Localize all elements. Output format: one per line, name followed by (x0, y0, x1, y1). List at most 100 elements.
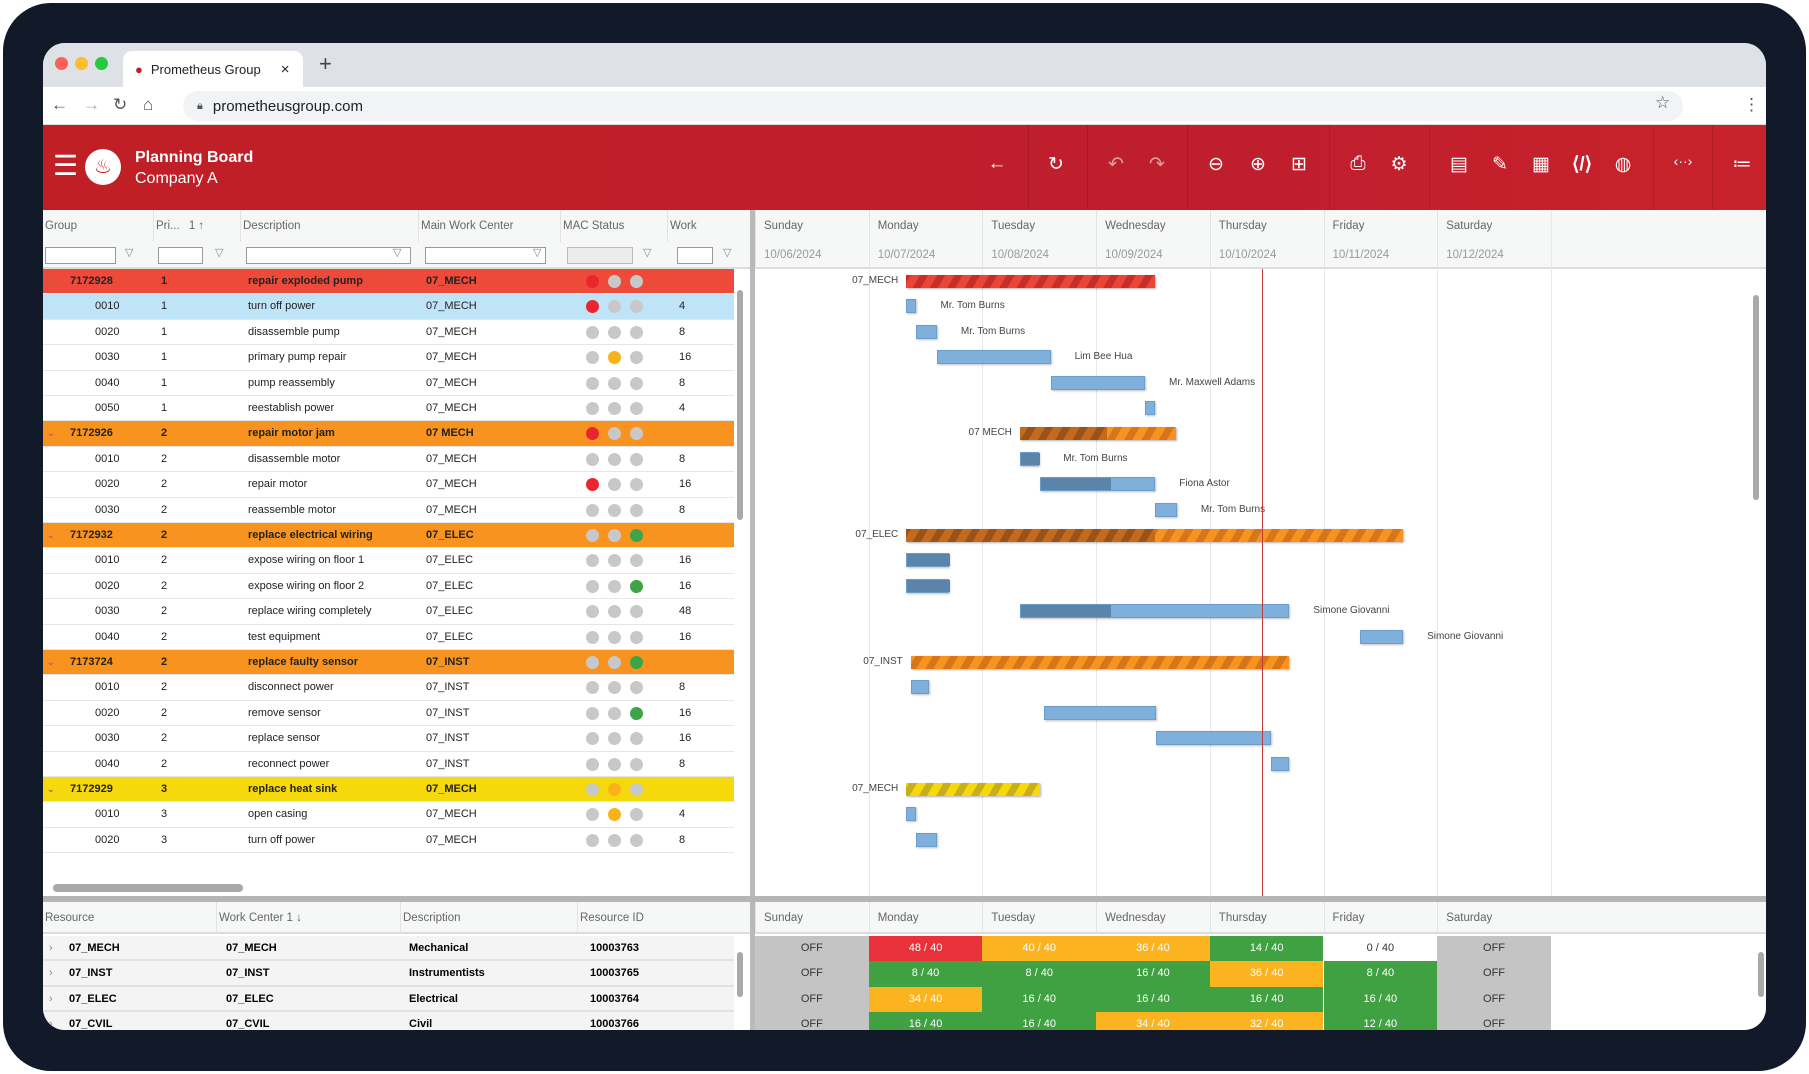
filter-icon[interactable]: ▽ (125, 247, 134, 259)
filter-mac-status-input[interactable] (567, 247, 633, 264)
summary-bar[interactable] (906, 529, 1404, 542)
task-bar[interactable] (910, 680, 929, 695)
expand-chevron-icon[interactable]: ⌄ (47, 276, 55, 286)
table-row[interactable]: 0010 3 open casing 07_MECH 4 (43, 802, 734, 828)
table-row[interactable]: 0040 2 test equipment 07_ELEC 16 (43, 625, 734, 650)
table-row[interactable]: 0030 2 replace wiring completely 07_ELEC 48 (43, 599, 734, 625)
table-row[interactable]: ⌄ 7172926 2 repair motor jam 07 MECH (43, 421, 734, 447)
filter-group-input[interactable] (45, 247, 116, 264)
table-row[interactable]: ⌄ 7173724 2 replace faulty sensor 07_INST (43, 650, 734, 676)
back-arrow-button[interactable]: ← (987, 153, 1007, 174)
summary-bar[interactable] (906, 783, 1041, 796)
task-bar[interactable] (1155, 502, 1177, 517)
task-bar[interactable] (936, 350, 1051, 365)
back-icon[interactable]: ← (51, 95, 68, 114)
expand-chevron-icon[interactable]: › (49, 1018, 53, 1030)
expand-chevron-icon[interactable]: ⌄ (47, 784, 55, 794)
settings-gear-button[interactable]: ⚙ (1390, 154, 1408, 175)
column-header-work-center-1[interactable]: Work Center 1 ↓ (216, 902, 400, 934)
task-bar[interactable] (1144, 401, 1156, 415)
task-bar[interactable] (916, 324, 937, 339)
filter-work-center-input[interactable] (425, 247, 546, 264)
column-header-priority[interactable]: Pri... 1 ↑ (153, 210, 240, 242)
summary-bar[interactable] (910, 656, 1290, 669)
expand-chevron-icon[interactable]: ⌄ (47, 657, 55, 667)
task-bar[interactable] (1040, 477, 1156, 492)
gantt-vertical-scrollbar[interactable] (1753, 295, 1759, 500)
grid-vertical-scrollbar[interactable] (737, 290, 743, 520)
resource-row[interactable]: › 07_MECH 07_MECH Mechanical 10003763 (43, 936, 734, 962)
undo-button[interactable]: ↶ (1108, 154, 1124, 175)
resource-row[interactable]: › 07_INST 07_INST Instrumentists 10003765 (43, 961, 734, 987)
filter-priority-input[interactable] (158, 247, 203, 264)
task-bar[interactable] (1019, 451, 1041, 466)
browser-menu-icon[interactable]: ⋮ (1743, 95, 1760, 114)
column-header-work-center[interactable]: Main Work Center (418, 210, 560, 242)
task-bar[interactable] (906, 807, 917, 822)
task-bar[interactable] (906, 578, 951, 593)
load-scrollbar[interactable] (1758, 952, 1764, 997)
expand-chevron-icon[interactable]: › (49, 967, 53, 980)
table-row[interactable]: 0040 2 reconnect power 07_INST 8 (43, 752, 734, 777)
bookmark-star-icon[interactable]: ☆ (1655, 93, 1671, 112)
column-header-mac-status[interactable]: MAC Status (560, 210, 667, 242)
refresh-button[interactable]: ↻ (1048, 154, 1064, 175)
table-row[interactable]: 0040 1 pump reassembly 07_MECH 8 (43, 371, 734, 396)
table-row[interactable]: 0020 2 remove sensor 07_INST 16 (43, 701, 734, 727)
task-bar[interactable] (1050, 375, 1145, 390)
filter-icon[interactable]: ▽ (393, 247, 402, 259)
task-bar[interactable] (1156, 731, 1272, 746)
print-button[interactable]: ⎙ (1350, 153, 1366, 174)
expand-button[interactable]: ‹··› (1673, 153, 1693, 169)
redo-button[interactable]: ↷ (1149, 154, 1165, 175)
hamburger-menu-icon[interactable]: ☰ (53, 150, 79, 181)
summary-bar[interactable] (1019, 427, 1176, 441)
zoom-out-button[interactable]: ⊖ (1208, 154, 1224, 175)
filter-work-input[interactable] (677, 247, 713, 264)
column-header-resource[interactable]: Resource (45, 912, 95, 924)
task-bar[interactable] (1359, 629, 1404, 644)
expand-chevron-icon[interactable]: ⌄ (47, 428, 55, 439)
home-icon[interactable]: ⌂ (143, 95, 154, 114)
expand-chevron-icon[interactable]: › (49, 942, 53, 954)
table-row[interactable]: 0020 2 expose wiring on floor 2 07_ELEC 16 (43, 574, 734, 600)
code-button[interactable]: ⟨/⟩ (1571, 154, 1593, 175)
pane-splitter[interactable] (750, 210, 755, 1030)
task-bar[interactable] (906, 553, 951, 568)
reload-icon[interactable]: ↻ (113, 95, 128, 114)
table-row[interactable]: 0010 1 turn off power 07_MECH 4 (43, 294, 734, 320)
globe-button[interactable]: ◍ (1614, 154, 1632, 175)
task-bar[interactable] (906, 299, 917, 314)
table-row[interactable]: 0030 2 reassemble motor 07_MECH 8 (43, 498, 734, 523)
menu-list-button[interactable]: ≔ (1732, 154, 1752, 175)
filter-icon[interactable]: ▽ (723, 247, 732, 259)
minimize-window-button[interactable] (75, 57, 88, 70)
summary-bar[interactable] (906, 275, 1156, 288)
filter-icon[interactable]: ▽ (215, 247, 224, 259)
table-row[interactable]: ⌄ 7172932 2 replace electrical wiring 07_ELE… (43, 523, 734, 549)
resource-row[interactable]: › 07_CVIL 07_CVIL Civil 10003766 (43, 1012, 734, 1030)
column-header-description[interactable]: Description (240, 210, 418, 242)
horizontal-splitter[interactable] (43, 896, 1766, 902)
column-header-res-description[interactable]: Description (400, 902, 577, 934)
table-row[interactable]: 0050 1 reestablish power 07_MECH 4 (43, 396, 734, 422)
resource-row[interactable]: › 07_ELEC 07_ELEC Electrical 10003764 (43, 986, 734, 1013)
task-bar[interactable] (1019, 604, 1290, 619)
expand-chevron-icon[interactable]: › (49, 992, 53, 1005)
table-row[interactable]: 0020 2 repair motor 07_MECH 16 (43, 472, 734, 498)
close-tab-icon[interactable]: × (280, 60, 290, 78)
table-row[interactable]: 0010 2 expose wiring on floor 1 07_ELEC 16 (43, 548, 734, 574)
task-bar[interactable] (1271, 756, 1290, 771)
grid-horizontal-scrollbar[interactable] (53, 884, 243, 892)
resource-scrollbar[interactable] (737, 952, 743, 997)
table-row[interactable]: ⌄ 7172929 3 replace heat sink 07_MECH (43, 777, 734, 803)
column-header-resource-id[interactable]: Resource ID (577, 902, 750, 934)
table-row[interactable]: 0020 1 disassemble pump 07_MECH 8 (43, 320, 734, 346)
url-field[interactable]: 🔒︎ prometheusgroup.com (183, 91, 1683, 121)
add-page-button[interactable]: ⊞ (1291, 154, 1307, 175)
edit-pencil-button[interactable]: ✎ (1492, 154, 1508, 175)
table-row[interactable]: 0010 2 disconnect power 07_INST 8 (43, 675, 734, 701)
task-bar[interactable] (916, 832, 937, 847)
task-bar[interactable] (1043, 705, 1157, 720)
close-window-button[interactable] (55, 57, 68, 70)
